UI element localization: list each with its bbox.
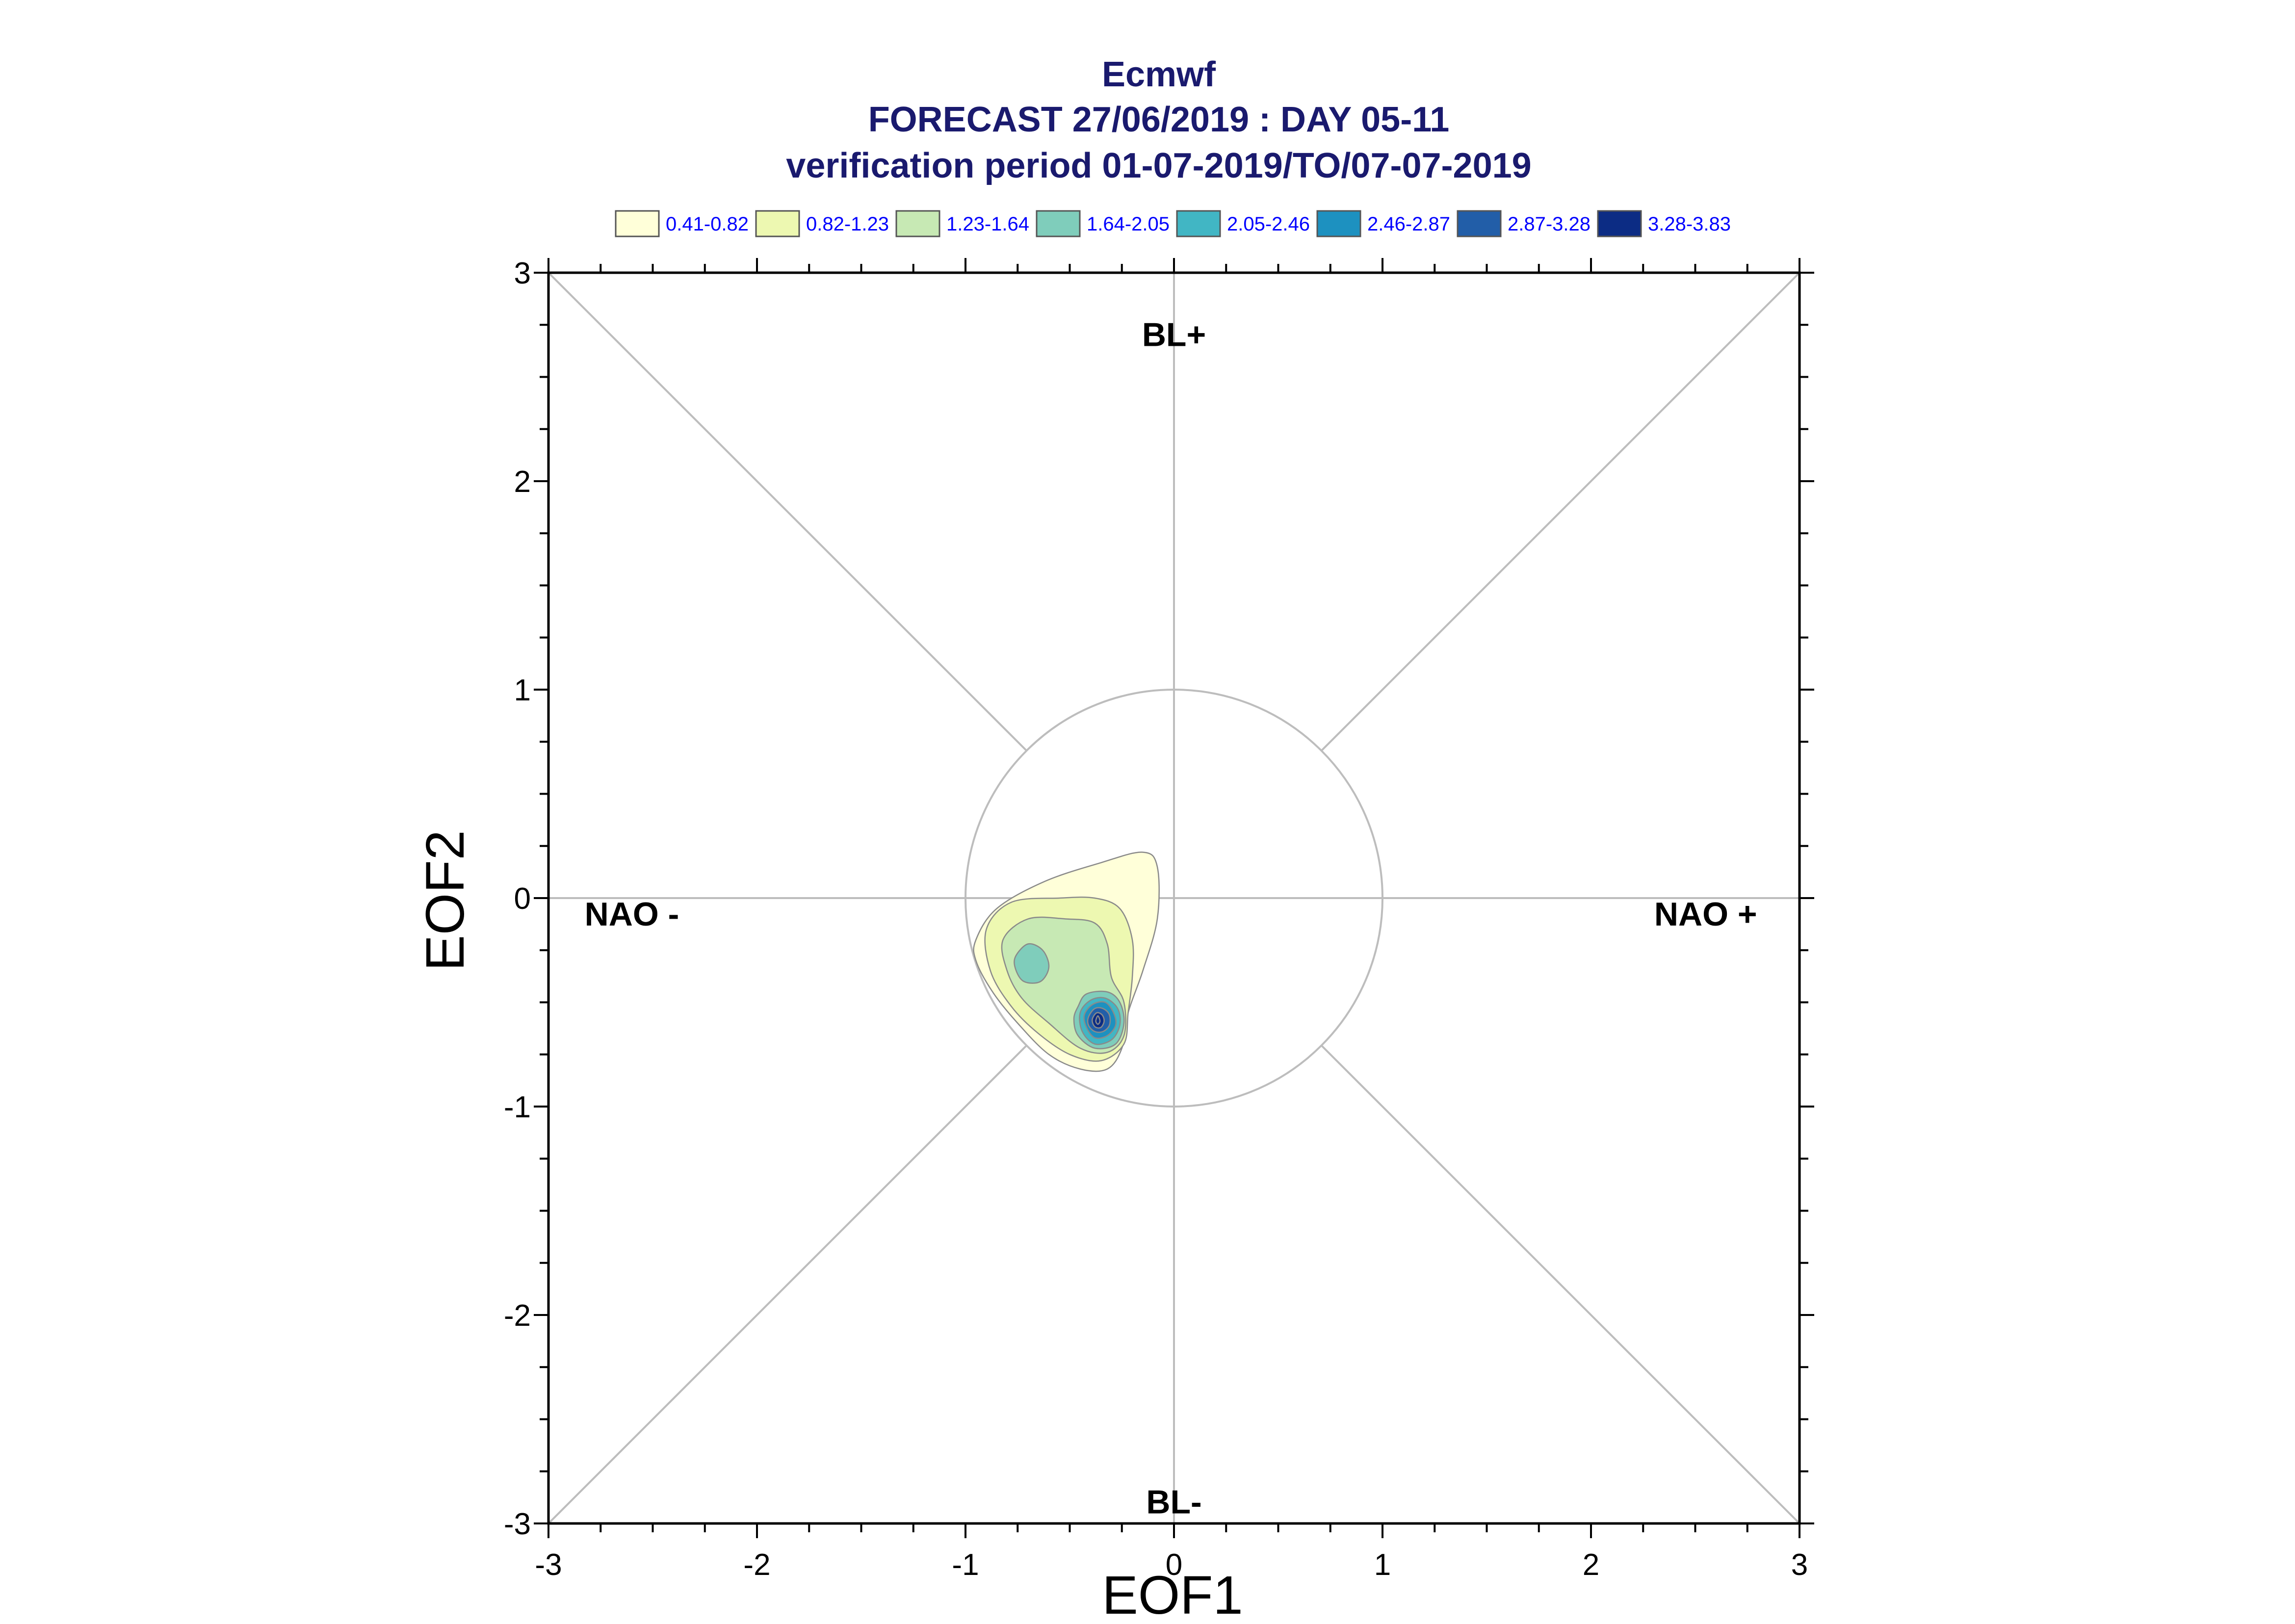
y-tick-label-0: -3 xyxy=(504,1507,531,1541)
x-tick-label-0: -3 xyxy=(535,1548,562,1582)
x-tick-label-4: 1 xyxy=(1374,1548,1391,1582)
y-tick-label-3: 0 xyxy=(514,882,531,916)
regime-label-2: NAO - xyxy=(585,896,679,933)
x-tick-label-3: 0 xyxy=(1166,1548,1182,1582)
diagonal-lower-left xyxy=(548,1045,1027,1524)
legend-label-1: 0.82-1.23 xyxy=(806,213,889,235)
y-axis-label: EOF2 xyxy=(415,830,475,971)
chart-title: Ecmwf FORECAST 27/06/2019 : DAY 05-11 ve… xyxy=(786,55,1531,185)
legend-label-5: 2.46-2.87 xyxy=(1367,213,1450,235)
density-contours xyxy=(973,851,1160,1072)
regime-label-1: BL- xyxy=(1146,1484,1201,1521)
contour-9 xyxy=(1095,1015,1101,1025)
x-tick-label-6: 3 xyxy=(1791,1548,1808,1582)
y-axis-title: EOF2 xyxy=(415,830,475,971)
contour-3 xyxy=(1014,943,1050,984)
diagonal-lower-right xyxy=(1321,1045,1800,1524)
title-line-3: verification period 01-07-2019/TO/07-07-… xyxy=(786,146,1531,185)
legend-swatch-5 xyxy=(1316,210,1361,237)
legend-swatch-7 xyxy=(1597,210,1642,237)
legend-label-3: 1.64-2.05 xyxy=(1087,213,1170,235)
y-tick-label-2: -1 xyxy=(504,1090,531,1124)
legend-swatch-2 xyxy=(895,210,940,237)
x-axis-label: EOF1 xyxy=(1102,1565,1243,1624)
legend-label-4: 2.05-2.46 xyxy=(1227,213,1310,235)
legend-swatch-6 xyxy=(1457,210,1502,237)
regime-label-3: NAO + xyxy=(1654,896,1757,933)
title-line-2: FORECAST 27/06/2019 : DAY 05-11 xyxy=(868,100,1450,139)
y-tick-label-6: 3 xyxy=(514,257,531,290)
legend-label-2: 1.23-1.64 xyxy=(946,213,1029,235)
diagonal-upper-right xyxy=(1321,272,1800,751)
legend-label-0: 0.41-0.82 xyxy=(666,213,749,235)
regime-label-0: BL+ xyxy=(1142,316,1206,354)
x-axis-title: EOF1 xyxy=(1102,1565,1243,1624)
axis-ticks: -3 -2 -1 0 1 2 3 -3 -2 -1 0 1 2 3 xyxy=(504,257,1814,1582)
plot-area: -3 -2 -1 0 1 2 3 -3 -2 -1 0 1 2 3 BL+ BL- NAO - NAO + xyxy=(504,257,1814,1582)
diagonal-upper-left xyxy=(548,272,1027,751)
x-tick-label-5: 2 xyxy=(1583,1548,1599,1582)
legend-swatch-1 xyxy=(755,210,800,237)
y-tick-label-1: -2 xyxy=(504,1299,531,1333)
legend: 0.41-0.82 0.82-1.23 1.23-1.64 1.64-2.05 2.05… xyxy=(615,210,1731,237)
reference-lines xyxy=(548,272,1800,1524)
x-tick-label-2: -1 xyxy=(952,1548,979,1582)
legend-swatch-4 xyxy=(1176,210,1221,237)
legend-swatch-3 xyxy=(1036,210,1081,237)
y-tick-label-4: 1 xyxy=(514,673,531,707)
title-line-1: Ecmwf xyxy=(1102,55,1216,94)
y-tick-label-5: 2 xyxy=(514,465,531,499)
x-tick-label-1: -2 xyxy=(743,1548,770,1582)
legend-label-6: 2.87-3.28 xyxy=(1508,213,1591,235)
legend-label-7: 3.28-3.83 xyxy=(1648,213,1731,235)
regime-labels: BL+ BL- NAO - NAO + xyxy=(585,316,1757,1521)
unit-circle xyxy=(965,689,1383,1108)
legend-swatch-0 xyxy=(615,210,660,237)
